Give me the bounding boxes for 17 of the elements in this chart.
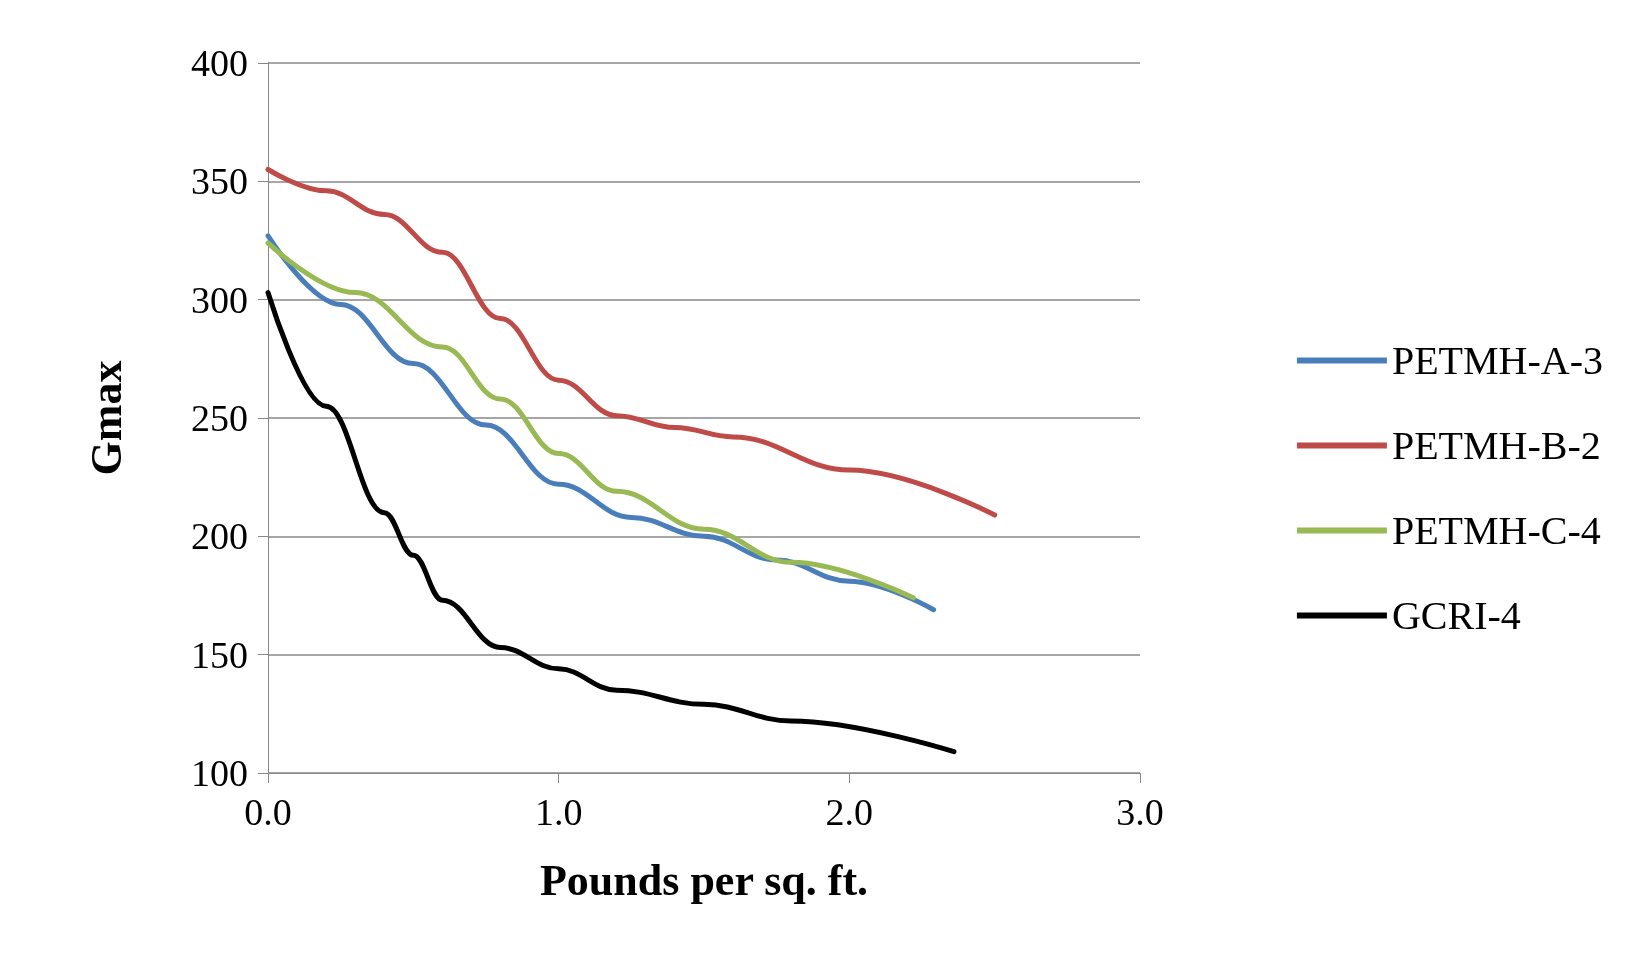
legend-label: GCRI-4 xyxy=(1391,593,1521,638)
y-tick-label: 400 xyxy=(191,42,248,84)
legend-label: PETMH-B-2 xyxy=(1391,423,1601,468)
x-tick-label: 0.0 xyxy=(244,791,292,833)
x-axis-title: Pounds per sq. ft. xyxy=(539,855,869,905)
y-axis-title: Gmax xyxy=(81,360,131,476)
y-tick-label: 350 xyxy=(191,160,248,203)
legend-label: PETMH-C-4 xyxy=(1391,508,1601,553)
x-tick-label: 3.0 xyxy=(1116,791,1164,833)
y-tick-label: 150 xyxy=(191,633,248,676)
y-tick-label: 200 xyxy=(191,515,248,558)
legend-label: PETMH-A-3 xyxy=(1391,338,1603,383)
y-tick-label: 300 xyxy=(191,278,248,321)
x-tick-label: 2.0 xyxy=(825,791,874,833)
x-tick-label: 1.0 xyxy=(534,791,583,833)
y-tick-label: 100 xyxy=(191,752,248,794)
y-tick-label: 250 xyxy=(191,397,248,439)
